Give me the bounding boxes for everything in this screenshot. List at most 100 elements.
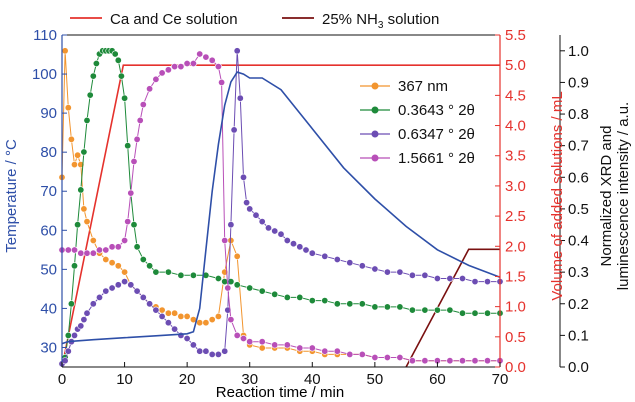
y-left-tick-label: 80 [40, 144, 57, 161]
series-1-5661-point [308, 344, 316, 352]
series-0-6347-point [243, 199, 251, 207]
y-left-tick-label: 90 [40, 105, 57, 122]
series-1-5661-point [189, 59, 197, 67]
series-0-6347-point [396, 268, 404, 276]
series-0-3643-point [458, 309, 466, 317]
series-0-6347-point [139, 293, 147, 301]
series-1-5661-point [114, 243, 122, 251]
series-0-3643-point [346, 300, 354, 308]
series-0-3643-point [421, 306, 429, 314]
series-367nm-point [64, 104, 72, 112]
series-0-3643 [58, 47, 504, 368]
series-0-6347-point [208, 350, 216, 358]
y-right-intensity-tick-label: 0.2 [568, 296, 589, 313]
x-tick-label: 30 [241, 371, 258, 388]
legend-marker-label: 0.6347 ° 2θ [398, 126, 475, 143]
series-0-3643-point [214, 274, 222, 282]
series-0-6347-line [61, 50, 500, 365]
series-1-5661-point [108, 243, 116, 251]
series-1-5661-point [358, 350, 366, 358]
series-0-6347-point [458, 274, 466, 282]
series-0-3643-point [396, 303, 404, 311]
series-0-6347-point [127, 281, 135, 289]
series-0-6347 [58, 47, 504, 368]
y-right-intensity-tick-label: 0.8 [568, 106, 589, 123]
legend-marker-dot [371, 154, 379, 162]
y-right-volume-tick-label: 2.0 [505, 238, 526, 255]
series-0-6347-point [471, 278, 479, 286]
series-1-5661-point [458, 357, 466, 365]
series-0-6347-point [308, 249, 316, 257]
y-right-volume-tick-label: 1.0 [505, 299, 526, 316]
y-left-tick-label: 110 [33, 27, 57, 44]
series-0-3643-point [152, 268, 160, 276]
y-right-intensity-tick-label: 0.9 [568, 74, 589, 91]
series-0-6347-point [177, 331, 185, 339]
series-1-5661-point [246, 338, 254, 346]
series-0-6347-point [383, 268, 391, 276]
series-0-3643-point [408, 306, 416, 314]
series-0-6347-point [83, 309, 91, 317]
series-0-6347-point [277, 230, 285, 238]
series-0-3643-point [111, 50, 119, 58]
series-0-6347-point [152, 306, 160, 314]
y-right-intensity-tick-label: 0.3 [568, 264, 589, 281]
series-0-3643-point [258, 287, 266, 295]
series-367nm-point [80, 205, 88, 213]
series-0-3643-point [121, 94, 129, 102]
series-367nm-point [102, 255, 110, 263]
series-1-5661-point [421, 357, 429, 365]
series-367nm-point [121, 268, 129, 276]
series-367nm-point [71, 161, 79, 169]
series-0-3643-point [271, 290, 279, 298]
series-0-3643-point [74, 221, 82, 229]
y-right-volume-tick-label: 3.5 [505, 148, 526, 165]
series-1-5661-point [139, 101, 147, 109]
series-0-3643-point [139, 255, 147, 263]
y-right-intensity-tick-label: 0.4 [568, 233, 589, 250]
series-0-6347-point [321, 252, 329, 260]
y-left-axis-title: Temperature / °C [3, 139, 20, 253]
series-0-6347-point [371, 265, 379, 273]
y-right-volume-tick-label: 4.0 [505, 118, 526, 135]
series-367nm-point [74, 151, 82, 159]
series-1-5661-point [208, 56, 216, 64]
y-right-volume-tick-label: 1.5 [505, 268, 526, 285]
series-367nm-point [183, 312, 191, 320]
series-0-6347-point [264, 224, 272, 232]
y-right-volume-tick-label: 4.5 [505, 87, 526, 104]
series-0-6347-point [71, 331, 79, 339]
series-0-3643-point [471, 309, 479, 317]
series-0-3643-point [371, 303, 379, 311]
series-0-3643-point [283, 293, 291, 301]
series-0-3643-point [86, 91, 94, 99]
series-1-5661-point [196, 50, 204, 58]
series-0-6347-point [96, 293, 104, 301]
series-0-6347-point [61, 357, 69, 365]
series-0-3643-point [308, 297, 316, 305]
series-0-6347-point [252, 211, 260, 219]
series-1-5661-point [227, 316, 235, 324]
series-1-5661-point [124, 218, 132, 226]
series-0-6347-point [214, 350, 222, 358]
series-0-6347-point [158, 312, 166, 320]
y-left-tick-label: 50 [40, 261, 57, 278]
series-0-6347-point [258, 218, 266, 226]
series-0-6347-point [283, 237, 291, 245]
series-0-3643-point [246, 284, 254, 292]
nh3-volume-line [405, 248, 500, 368]
series-0-3643-point [233, 281, 241, 289]
x-axis-title: Reaction time / min [216, 384, 344, 401]
series-1-5661-point [224, 284, 232, 292]
series-1-5661-point [83, 249, 91, 257]
y-left-tick-label: 40 [40, 300, 57, 317]
x-tick-label: 60 [429, 371, 446, 388]
series-367nm-point [214, 312, 222, 320]
series-367nm-point [89, 237, 97, 245]
series-1-5661-point [133, 135, 141, 143]
series-367nm-point [114, 262, 122, 270]
series-0-6347-point [202, 347, 210, 355]
series-0-3643-point [146, 262, 154, 270]
series-0-3643-point [433, 306, 441, 314]
series-0-6347-point [221, 347, 229, 355]
